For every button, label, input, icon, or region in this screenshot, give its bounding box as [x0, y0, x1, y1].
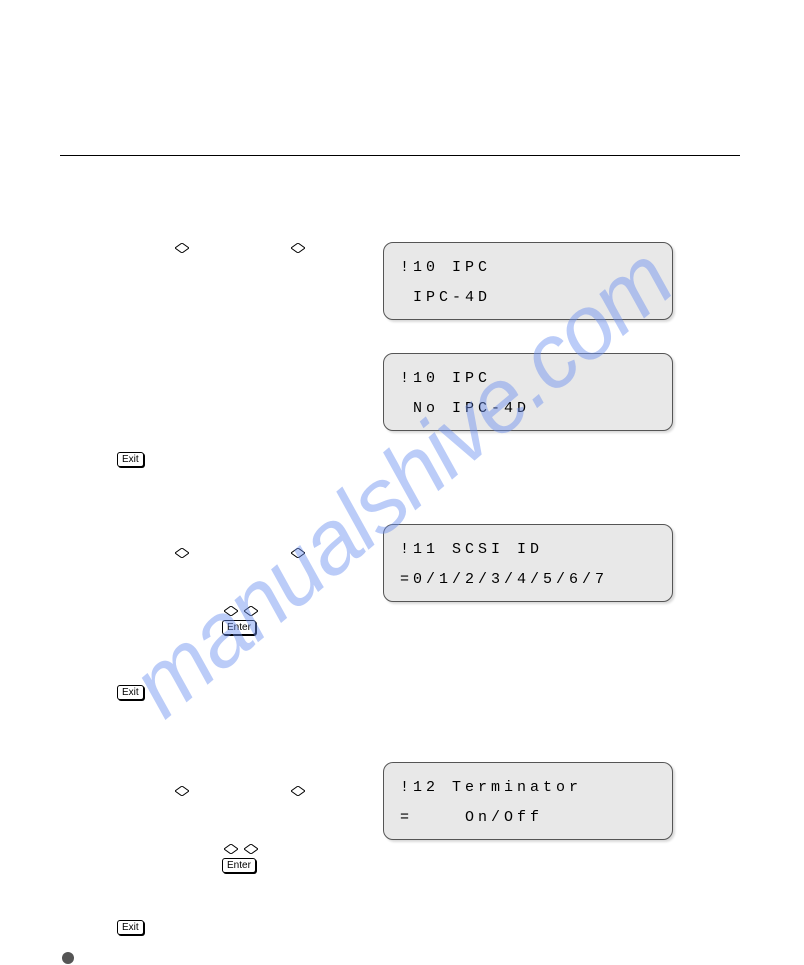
- nav-diamond-icon: [244, 603, 258, 613]
- nav-diamond-icon: [291, 545, 305, 555]
- nav-diamond-icon: [244, 841, 258, 851]
- nav-diamond-icon: [291, 240, 305, 250]
- enter-key-icon: Enter: [222, 858, 256, 873]
- lcd-display: !10 IPC No IPC-4D: [383, 353, 673, 431]
- exit-key-icon: Exit: [117, 685, 144, 700]
- exit-key-icon: Exit: [117, 452, 144, 467]
- enter-key-icon: Enter: [222, 620, 256, 635]
- lcd-line-1: !10 IPC: [400, 253, 656, 283]
- lcd-display: !11 SCSI ID=0/1/2/3/4/5/6/7: [383, 524, 673, 602]
- horizontal-rule: [60, 155, 740, 156]
- nav-diamond-icon: [224, 841, 238, 851]
- nav-diamond-icon: [175, 240, 189, 250]
- lcd-display: !10 IPC IPC-4D: [383, 242, 673, 320]
- lcd-line-2: =0/1/2/3/4/5/6/7: [400, 565, 656, 595]
- lcd-line-2: No IPC-4D: [400, 394, 656, 424]
- lcd-line-2: IPC-4D: [400, 283, 656, 313]
- lcd-display: !12 Terminator= On/Off: [383, 762, 673, 840]
- exit-key-icon: Exit: [117, 920, 144, 935]
- lcd-line-2: = On/Off: [400, 803, 656, 833]
- nav-diamond-icon: [291, 783, 305, 793]
- lcd-line-1: !12 Terminator: [400, 773, 656, 803]
- nav-diamond-icon: [175, 545, 189, 555]
- lcd-line-1: !10 IPC: [400, 364, 656, 394]
- bullet-dot: [62, 952, 74, 964]
- lcd-line-1: !11 SCSI ID: [400, 535, 656, 565]
- nav-diamond-icon: [175, 783, 189, 793]
- nav-diamond-icon: [224, 603, 238, 613]
